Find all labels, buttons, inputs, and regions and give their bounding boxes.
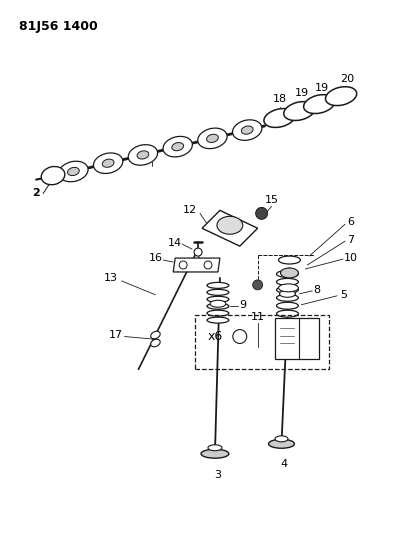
Circle shape bbox=[253, 280, 263, 290]
Text: 16: 16 bbox=[148, 253, 162, 263]
Text: 12: 12 bbox=[183, 205, 197, 215]
Ellipse shape bbox=[277, 294, 298, 301]
Bar bbox=[195, 314, 329, 369]
Circle shape bbox=[179, 261, 187, 269]
Ellipse shape bbox=[68, 167, 79, 175]
Circle shape bbox=[256, 207, 268, 219]
Text: 10: 10 bbox=[344, 253, 358, 263]
Ellipse shape bbox=[137, 151, 149, 159]
Ellipse shape bbox=[59, 161, 88, 182]
Ellipse shape bbox=[208, 445, 222, 451]
Ellipse shape bbox=[41, 166, 65, 185]
Text: 6: 6 bbox=[347, 217, 354, 227]
Ellipse shape bbox=[163, 136, 192, 157]
Ellipse shape bbox=[277, 278, 298, 285]
Text: 81J56 1400: 81J56 1400 bbox=[19, 20, 98, 33]
Ellipse shape bbox=[277, 310, 298, 317]
Text: 13: 13 bbox=[104, 273, 118, 283]
Ellipse shape bbox=[207, 289, 229, 295]
Ellipse shape bbox=[151, 339, 160, 347]
Ellipse shape bbox=[280, 268, 298, 278]
Ellipse shape bbox=[210, 300, 226, 307]
Ellipse shape bbox=[207, 317, 229, 323]
Ellipse shape bbox=[275, 436, 288, 442]
Ellipse shape bbox=[277, 302, 298, 309]
Text: 18: 18 bbox=[273, 94, 287, 104]
Text: 3: 3 bbox=[214, 470, 221, 480]
Ellipse shape bbox=[207, 296, 229, 302]
Ellipse shape bbox=[128, 144, 158, 165]
Circle shape bbox=[233, 329, 247, 343]
Ellipse shape bbox=[151, 331, 160, 339]
Ellipse shape bbox=[277, 286, 298, 293]
Text: 1: 1 bbox=[149, 148, 156, 158]
Ellipse shape bbox=[325, 87, 357, 106]
Text: 15: 15 bbox=[265, 196, 278, 205]
Ellipse shape bbox=[264, 109, 295, 127]
Text: 20: 20 bbox=[340, 74, 354, 84]
Ellipse shape bbox=[277, 270, 298, 277]
Text: 19: 19 bbox=[315, 83, 329, 93]
Circle shape bbox=[204, 261, 212, 269]
Ellipse shape bbox=[207, 303, 229, 309]
Text: HOW: HOW bbox=[276, 330, 297, 339]
Ellipse shape bbox=[206, 134, 218, 142]
Ellipse shape bbox=[217, 216, 243, 234]
Ellipse shape bbox=[207, 310, 229, 316]
Ellipse shape bbox=[304, 95, 335, 114]
Text: 7: 7 bbox=[347, 235, 355, 245]
Polygon shape bbox=[202, 211, 258, 246]
Text: x6: x6 bbox=[207, 330, 223, 343]
Ellipse shape bbox=[207, 282, 229, 288]
Circle shape bbox=[194, 248, 202, 256]
Ellipse shape bbox=[241, 126, 253, 134]
Text: 2: 2 bbox=[32, 189, 40, 198]
Ellipse shape bbox=[172, 142, 183, 151]
Ellipse shape bbox=[233, 120, 262, 140]
Ellipse shape bbox=[284, 102, 315, 120]
Text: 11: 11 bbox=[251, 312, 265, 321]
Text: 17: 17 bbox=[109, 329, 123, 340]
Text: 4: 4 bbox=[281, 459, 288, 469]
Text: TO: TO bbox=[281, 338, 292, 347]
Text: 19: 19 bbox=[295, 88, 309, 98]
Ellipse shape bbox=[280, 290, 295, 297]
Text: 9: 9 bbox=[239, 300, 246, 310]
Text: 5: 5 bbox=[341, 290, 348, 300]
Ellipse shape bbox=[93, 153, 123, 173]
Text: 14: 14 bbox=[168, 238, 182, 248]
Ellipse shape bbox=[278, 256, 300, 264]
Bar bbox=[275, 318, 319, 359]
Polygon shape bbox=[173, 258, 220, 272]
Ellipse shape bbox=[198, 128, 227, 149]
Ellipse shape bbox=[268, 439, 294, 448]
Ellipse shape bbox=[278, 284, 298, 292]
Ellipse shape bbox=[201, 449, 229, 458]
Ellipse shape bbox=[102, 159, 114, 167]
Text: 8: 8 bbox=[314, 285, 321, 295]
